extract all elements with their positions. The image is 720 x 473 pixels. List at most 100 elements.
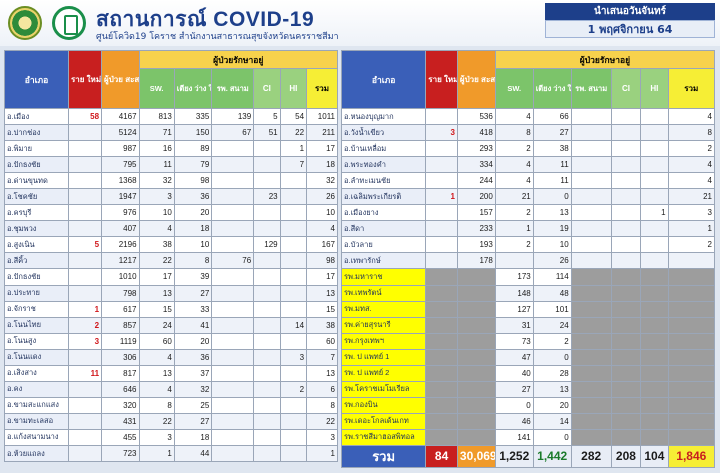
cell-field <box>211 140 255 158</box>
cell-cum <box>456 348 496 366</box>
table-row: รพ.มทส. 127 101 <box>340 300 716 318</box>
cell-sw: 141 <box>494 428 534 446</box>
cell-cum: 723 <box>101 444 140 463</box>
table-row: รพ.ราชสีมาฮอสพิทอล 141 0 <box>340 428 716 446</box>
cell-hi: 1 <box>279 140 308 158</box>
cell-new <box>425 156 458 174</box>
cell-sw: 0 <box>494 396 534 414</box>
cell-bed: 20 <box>173 204 213 222</box>
cell-total <box>667 428 716 446</box>
cell-bed: 44 <box>173 444 213 463</box>
cell-new: 11 <box>67 364 103 382</box>
cell-hi <box>279 268 308 286</box>
cell-bed: 79 <box>173 156 213 174</box>
cell-ci <box>253 444 281 463</box>
cell-hi <box>640 236 669 254</box>
col-hi: HI <box>640 68 669 109</box>
cell-new <box>67 444 103 463</box>
public-health-logo <box>52 6 86 40</box>
cell-sw: 27 <box>494 380 534 398</box>
col-cumulative: ผู้ป่วย สะสม <box>101 50 140 109</box>
cell-field <box>211 412 255 430</box>
cell-ci: 129 <box>253 236 281 254</box>
cell-field <box>211 284 255 302</box>
cell-name: รพ.เดอะโกลเด้นเกท <box>340 412 427 430</box>
cell-sw: 32 <box>138 172 175 190</box>
cell-cum: 244 <box>456 172 496 190</box>
cell-new <box>425 380 458 398</box>
col-sw: SW. <box>494 68 534 109</box>
cell-name: อ.เสิงสาง <box>4 364 69 382</box>
cell-name: อ.โนนแดง <box>4 348 69 366</box>
cell-field <box>570 332 612 350</box>
col-total: รวม <box>306 68 338 109</box>
cell-total <box>667 380 716 398</box>
cell-cum: 157 <box>456 204 496 222</box>
cell-cum: 233 <box>456 220 496 238</box>
cell-sw: 127 <box>494 300 534 318</box>
cell-name: อ.โชคชัย <box>4 188 69 206</box>
cell-sw: 31 <box>494 316 534 334</box>
cell-cum: 817 <box>101 364 140 382</box>
cell-cum <box>456 332 496 350</box>
cell-name: อ.พิมาย <box>4 140 69 158</box>
table-row: อ.บัวลาย 193 2 10 2 <box>340 236 716 254</box>
cell-hi <box>640 107 669 126</box>
cell-hi <box>279 252 308 270</box>
cell-name: รพ.กรุงเทพฯ <box>340 332 427 350</box>
cell-ci: 23 <box>253 188 281 206</box>
cell-hi <box>640 396 669 414</box>
table-row: อ.โชคชัย 1947 3 36 23 26 <box>4 188 338 206</box>
cell-bed: 20 <box>173 332 213 350</box>
cell-total <box>667 316 716 334</box>
col-new: ราย ใหม่ <box>67 50 103 109</box>
cell-total: 2 <box>667 140 716 158</box>
cell-name: อ.ปักธงชัย <box>4 156 69 174</box>
col-bed: เตียง ว่าง ใน รพ. <box>532 68 572 109</box>
cell-hi <box>279 204 308 222</box>
cell-bed: 26 <box>532 252 572 270</box>
cell-ci: 5 <box>253 107 281 126</box>
cell-ci: 51 <box>253 124 281 142</box>
table-row: อ.ขามทะเลสอ 431 22 27 22 <box>4 412 338 430</box>
cell-hi <box>279 332 308 350</box>
page-header: สถานการณ์ COVID-19 ศูนย์โควิด19 โคราช สำ… <box>0 0 720 46</box>
cell-sw: 173 <box>494 268 534 286</box>
cell-ci <box>610 300 642 318</box>
table-row: อ.แก้งสนามนาง 455 3 18 3 <box>4 428 338 446</box>
cell-new <box>67 268 103 286</box>
cell-bed: 10 <box>532 236 572 254</box>
totals-cumulative: 30,069 <box>456 444 496 468</box>
cell-total: 1 <box>667 220 716 238</box>
cell-field <box>570 124 612 142</box>
cell-sw: 73 <box>494 332 534 350</box>
cell-name: อ.ปากช่อง <box>4 124 69 142</box>
cell-hi <box>640 140 669 158</box>
cell-sw: 8 <box>494 124 534 142</box>
cell-cum <box>456 284 496 302</box>
cell-total: 98 <box>306 252 338 270</box>
cell-total: 22 <box>306 412 338 430</box>
col-total: รวม <box>667 68 716 109</box>
cell-sw: 148 <box>494 284 534 302</box>
cell-new: 5 <box>67 236 103 254</box>
cell-total: 4 <box>667 172 716 190</box>
cell-total: 3 <box>306 428 338 446</box>
cell-new <box>425 364 458 382</box>
cell-bed: 14 <box>532 412 572 430</box>
right-district-table: อำเภอ ราย ใหม่ ผู้ป่วย สะสม ผู้ป่วยรักษา… <box>340 50 716 468</box>
cell-total: 8 <box>667 124 716 142</box>
cell-field <box>211 172 255 190</box>
col-under-care: ผู้ป่วยรักษาอยู่ <box>494 50 716 69</box>
cell-total: 8 <box>306 396 338 414</box>
table-row: อ.เมือง 58 4167 813 335 139 5 54 1011 <box>4 107 338 126</box>
cell-bed: 48 <box>532 284 572 302</box>
cell-new: 2 <box>67 316 103 334</box>
cell-sw: 4 <box>138 220 175 238</box>
cell-hi <box>640 124 669 142</box>
cell-field <box>211 156 255 174</box>
cell-hi <box>279 428 308 446</box>
cell-ci <box>610 316 642 334</box>
cell-sw: 2 <box>494 204 534 222</box>
cell-total: 6 <box>306 380 338 398</box>
